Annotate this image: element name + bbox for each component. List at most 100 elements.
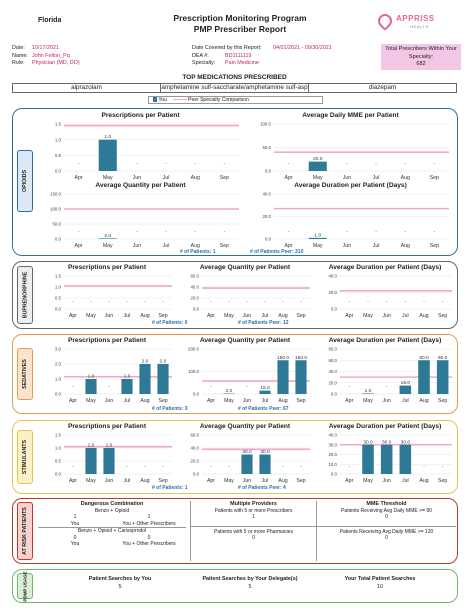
bar xyxy=(98,238,117,239)
x-tick-label: Sep xyxy=(296,398,305,404)
x-tick-label: Jun xyxy=(382,313,390,319)
data-label: 1.0 xyxy=(314,232,321,238)
mme-r1-value: 0 xyxy=(317,514,456,527)
chart-title: Average Quantity per Patient xyxy=(199,264,291,271)
prescriber-name: John Felton_Pq xyxy=(32,52,70,59)
bar xyxy=(121,379,133,394)
data-label: 15.0 xyxy=(260,385,270,391)
searches-by-delegate-value: 5 xyxy=(248,584,252,590)
data-label: 1.0 xyxy=(106,443,113,449)
total-prescribers-box: Total Prescribers Within Your Specialty:… xyxy=(381,44,461,70)
searches-by-you: Patient Searches by You 5 xyxy=(60,575,180,591)
y-tick-label: 0.0 xyxy=(265,169,272,174)
x-tick-label: Aug xyxy=(419,478,428,484)
x-tick-label: Aug xyxy=(278,478,287,484)
x-tick-label: Jun xyxy=(133,175,141,181)
chart-svg: 40.0 20.0 0.0 - Apr - May - Jun - Jul - Aug - Sep xyxy=(328,274,452,319)
data-label: - xyxy=(375,230,377,235)
data-label: - xyxy=(349,300,351,305)
x-tick-label: Jun xyxy=(382,478,390,484)
y-tick-label: 20.0 xyxy=(190,459,199,464)
chart-title: Average Duration per Patient (Days) xyxy=(328,423,442,430)
chart-bup-duration: Average Duration per Patient (Days) 40.0 2… xyxy=(314,264,456,320)
y-tick-label: 3.0 xyxy=(55,347,62,352)
data-label: - xyxy=(375,162,377,167)
combo-1-title: Benzo + Opioid xyxy=(94,507,130,514)
specialty: Pain Medicine xyxy=(225,60,259,66)
x-tick-label: Apr xyxy=(69,313,77,319)
date-label: Date: xyxy=(12,45,25,51)
chart-opioids-quantity: Average Quantity per Patient 150.0 100.0 50… xyxy=(38,182,243,250)
total-searches-value: 10 xyxy=(377,584,383,590)
data-label: - xyxy=(210,385,212,390)
top-medication-1: alprazolam xyxy=(13,84,161,92)
legend-peer-label: Peer Specialty Comparison xyxy=(188,97,249,103)
data-label: - xyxy=(434,162,436,167)
data-label: - xyxy=(210,300,212,305)
x-tick-label: Aug xyxy=(419,313,428,319)
chart-bup-rx: Prescriptions per Patient 1.5 1.0 0.5 0.0 - Ap… xyxy=(38,264,176,320)
top-medications-row: alprazolam amphetamine sulf-saccharate/a… xyxy=(12,83,457,93)
data-label: - xyxy=(165,230,167,235)
chart-stim-quantity: Average Quantity per Patient 60.0 40.0 20.0… xyxy=(176,423,314,485)
data-label: 30.0 xyxy=(363,439,373,445)
x-tick-label: Apr xyxy=(345,313,353,319)
section-tab-at-risk: AT RISK PATIENTS xyxy=(17,502,33,560)
data-label: - xyxy=(78,230,80,235)
multiple-r2-label: Patients with 5 or more Pharmacies xyxy=(214,528,293,535)
y-tick-label: 1.0 xyxy=(55,377,62,382)
top-medication-2: amphetamine sulf-saccharate/amphetamine … xyxy=(161,84,309,92)
x-tick-label: Jul xyxy=(163,175,170,181)
combo-2-title: Benzo + Opioid + Carisoprodol xyxy=(77,528,147,534)
x-tick-label: Aug xyxy=(278,398,287,404)
state-label: Florida xyxy=(38,17,62,24)
data-label: 15.0 xyxy=(401,380,411,386)
y-tick-label: 40.0 xyxy=(328,274,337,279)
opioids-peer-count: # of Patients Peer: 310 xyxy=(250,249,304,255)
data-label: - xyxy=(246,385,248,390)
y-tick-label: 150.0 xyxy=(50,192,62,197)
x-tick-label: Sep xyxy=(220,175,229,181)
y-tick-label: 0.0 xyxy=(193,472,200,477)
bar xyxy=(259,390,271,394)
y-tick-label: 1.5 xyxy=(55,433,62,438)
x-tick-label: May xyxy=(363,313,373,319)
chart-svg: 40.0 20.0 0.0 - Apr 1.0 May - Jun - Jul - Aug - Sep xyxy=(262,192,449,249)
x-tick-label: Aug xyxy=(140,313,149,319)
x-tick-label: Apr xyxy=(75,175,83,181)
y-tick-label: 60.0 xyxy=(190,433,199,438)
bar xyxy=(259,454,271,474)
x-tick-label: Aug xyxy=(191,175,200,181)
combo-1-other-label: You + Other Prescribers xyxy=(122,520,176,527)
data-label: - xyxy=(264,300,266,305)
data-label: 20.0 xyxy=(313,156,323,162)
x-tick-label: Apr xyxy=(69,398,77,404)
x-tick-label: May xyxy=(224,478,234,484)
sed-patient-count: # of Patients: 3 xyxy=(152,406,188,412)
data-label: - xyxy=(108,300,110,305)
multiple-r1-label: Patients with 5 or more Prescribers xyxy=(214,507,293,514)
y-tick-label: 0.0 xyxy=(55,237,62,242)
chart-svg: 3.0 2.0 1.0 0.0 - Apr 1.0 May - Jun 1.0 Jul 2.0 Aug 2.… xyxy=(55,347,172,404)
x-tick-label: Apr xyxy=(207,478,215,484)
chart-title: Prescriptions per Patient xyxy=(67,423,147,430)
bar xyxy=(241,454,253,474)
mme-r2-label: Patients Receiving Avg Daily MME >= 120 xyxy=(339,528,434,535)
y-tick-label: 50.0 xyxy=(52,222,61,227)
chart-opioids-duration: Average Duration per Patient (Days) 40.0 2… xyxy=(248,182,453,250)
y-tick-label: 20.0 xyxy=(328,452,337,457)
x-tick-label: Sep xyxy=(438,398,447,404)
y-tick-label: 0.0 xyxy=(55,307,62,312)
x-tick-label: Jul xyxy=(373,175,380,181)
section-pdmp-usage xyxy=(12,569,458,603)
x-tick-label: Aug xyxy=(278,313,287,319)
chart-svg: 100.0 50.0 0.0 - Apr 20.0 May - Jun - Jul - Aug - Sep xyxy=(260,122,449,181)
section-at-risk xyxy=(12,498,458,564)
data-label: - xyxy=(300,300,302,305)
y-tick-label: 0.0 xyxy=(193,392,200,397)
total-searches: Your Total Patient Searches 10 xyxy=(320,575,440,591)
x-tick-label: Jul xyxy=(373,243,380,249)
chart-sed-duration: Average Duration per Patient (Days) 80.0 6… xyxy=(314,337,456,405)
x-tick-label: Jun xyxy=(105,398,113,404)
mme-r2-value: 0 xyxy=(385,535,388,541)
